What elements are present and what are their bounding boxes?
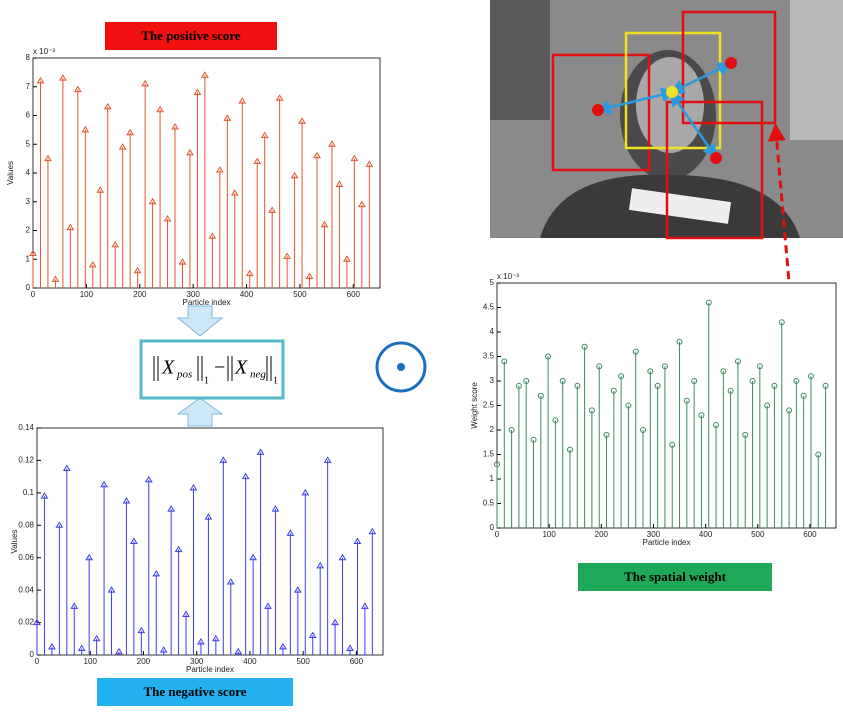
y-tick-label: 1	[490, 474, 495, 483]
chart-title: The spatial weight	[624, 569, 727, 584]
y-tick-label: 3.5	[483, 352, 495, 361]
y-tick-label: 0.14	[18, 423, 34, 432]
x-tick-label: 200	[595, 530, 609, 539]
y-tick-label: 7	[26, 82, 31, 91]
y-tick-label: 4	[490, 327, 495, 336]
y-tick-label: 0.04	[18, 585, 34, 594]
x-tick-label: 600	[350, 657, 364, 666]
formula-term: X	[161, 357, 175, 379]
y-axis-label: Values	[6, 161, 15, 185]
up-arrow	[178, 398, 222, 426]
chart-title: The negative score	[143, 684, 246, 699]
y-tick-label: 0.08	[18, 520, 34, 529]
formula-op: −	[214, 357, 225, 379]
y-multiplier: x 10⁻³	[33, 47, 55, 56]
x-tick-label: 0	[35, 657, 40, 666]
y-tick-label: 4.5	[483, 303, 495, 312]
x-tick-label: 600	[803, 530, 817, 539]
y-multiplier: x 10⁻³	[497, 272, 519, 281]
formula-term: X	[234, 357, 248, 379]
x-tick-label: 500	[751, 530, 765, 539]
point	[592, 104, 604, 116]
y-tick-label: 4	[26, 168, 31, 177]
formula-sub: 1	[273, 375, 278, 386]
x-tick-label: 0	[495, 530, 500, 539]
y-tick-label: 2	[26, 226, 31, 235]
y-tick-label: 1.5	[483, 450, 495, 459]
x-tick-label: 400	[240, 290, 254, 299]
formula-sub: pos	[176, 369, 192, 381]
y-tick-label: 0.02	[18, 618, 34, 627]
x-tick-label: 400	[699, 530, 713, 539]
x-tick-label: 100	[80, 290, 94, 299]
y-tick-label: 0.06	[18, 553, 34, 562]
y-tick-label: 0.5	[483, 499, 495, 508]
down-arrow	[178, 306, 222, 336]
x-tick-label: 500	[293, 290, 307, 299]
x-tick-label: 100	[84, 657, 98, 666]
point	[725, 57, 737, 69]
x-tick-label: 200	[133, 290, 147, 299]
y-tick-label: 5	[26, 139, 31, 148]
y-tick-label: 8	[26, 53, 31, 62]
y-tick-label: 6	[26, 111, 31, 120]
y-tick-label: 2.5	[483, 401, 495, 410]
x-axis-label: Particle index	[642, 538, 690, 547]
x-axis-label: Particle index	[182, 298, 230, 307]
y-tick-label: 5	[490, 278, 495, 287]
point	[666, 86, 678, 98]
y-tick-label: 3	[490, 376, 495, 385]
y-tick-label: 3	[26, 197, 31, 206]
formula-sub: neg	[250, 369, 266, 381]
x-tick-label: 200	[137, 657, 151, 666]
x-tick-label: 500	[296, 657, 310, 666]
y-tick-label: 2	[490, 425, 495, 434]
y-axis-label: Weight score	[470, 382, 479, 429]
odot-dot	[397, 363, 405, 371]
figure: The positive score The negative score Th…	[0, 0, 843, 708]
y-tick-label: 0.12	[18, 456, 34, 465]
x-tick-label: 0	[31, 290, 36, 299]
x-axis-label: Particle index	[186, 665, 234, 674]
point	[710, 152, 722, 164]
formula-sub: 1	[204, 375, 209, 386]
y-axis-label: Values	[10, 530, 19, 554]
x-tick-label: 600	[347, 290, 361, 299]
x-tick-label: 100	[542, 530, 556, 539]
chart-title: The positive score	[141, 28, 241, 43]
y-tick-label: 0.1	[23, 488, 35, 497]
x-tick-label: 400	[243, 657, 257, 666]
